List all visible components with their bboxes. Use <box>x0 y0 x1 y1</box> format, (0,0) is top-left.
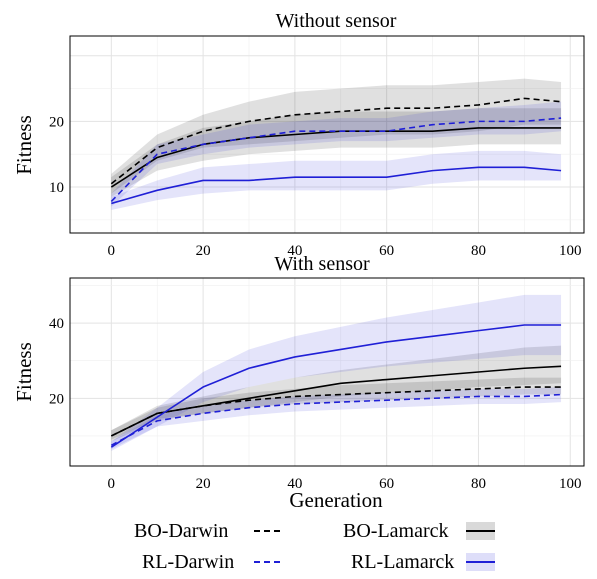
series-lines <box>110 97 562 205</box>
plot-frame <box>69 35 585 234</box>
legend-label: RL-Darwin <box>142 551 234 573</box>
legend-label: BO-Darwin <box>134 520 228 542</box>
legend-item-bo-lamarck: BO-Lamarck <box>343 520 495 542</box>
panel-title: With sensor <box>274 253 370 275</box>
ci-bands <box>111 294 562 451</box>
legend-label: RL-Lamarck <box>351 551 454 573</box>
band-rl-darwin <box>111 101 562 207</box>
band-rl-darwin <box>111 387 562 450</box>
y-tick-labels: 10 20 <box>49 114 64 196</box>
panel-title: Without sensor <box>276 10 397 32</box>
y-axis-label: Fitness <box>12 342 36 402</box>
series-line-rl-darwin <box>110 393 562 447</box>
legend-label: BO-Lamarck <box>343 520 449 542</box>
legend-item-rl-lamarck: RL-Lamarck <box>351 551 495 573</box>
x-tick-label: 100 <box>559 476 582 492</box>
y-tick-label: 20 <box>49 114 64 130</box>
band-bo-lamarck <box>111 345 562 442</box>
series-line-rl-darwin <box>110 117 562 203</box>
legend-item-rl-darwin: RL-Darwin <box>142 551 283 573</box>
band-rl-lamarck <box>111 150 562 211</box>
series-line-rl-lamarck <box>110 324 562 448</box>
x-tick-label: 20 <box>196 243 211 259</box>
x-tick-label: 100 <box>559 243 582 259</box>
plot-frame <box>69 277 585 467</box>
series-line-bo-darwin <box>110 97 562 185</box>
y-tick-label: 20 <box>49 391 64 407</box>
band-bo-darwin <box>111 377 562 440</box>
x-tick-label: 0 <box>108 476 116 492</box>
series-lines <box>110 324 562 448</box>
series-line-bo-lamarck <box>110 365 562 437</box>
grid <box>70 36 584 233</box>
panel-without-sensor: Without sensor Fitness 0 20 40 60 80 100 10 20 <box>12 10 585 259</box>
x-axis-label: Generation <box>289 488 383 512</box>
x-tick-labels: 0 20 40 60 80 100 <box>108 476 582 492</box>
x-tick-label: 40 <box>287 243 302 259</box>
x-tick-label: 80 <box>471 243 486 259</box>
ci-bands <box>111 78 562 211</box>
y-tick-label: 10 <box>49 180 64 196</box>
series-line-rl-lamarck <box>111 166 562 205</box>
x-tick-label: 80 <box>471 476 486 492</box>
x-tick-label: 0 <box>108 243 116 259</box>
y-tick-label: 40 <box>49 316 64 332</box>
x-tick-label: 20 <box>196 476 211 492</box>
legend: BO-Darwin BO-Lamarck RL-Darwin RL-Lamarc… <box>134 520 495 573</box>
x-tick-labels: 0 20 40 60 80 100 <box>108 243 582 259</box>
x-tick-label: 40 <box>287 476 302 492</box>
y-axis-label: Fitness <box>12 115 36 175</box>
legend-item-bo-darwin: BO-Darwin <box>134 520 283 542</box>
x-tick-label: 60 <box>379 476 394 492</box>
x-tick-label: 60 <box>379 243 394 259</box>
